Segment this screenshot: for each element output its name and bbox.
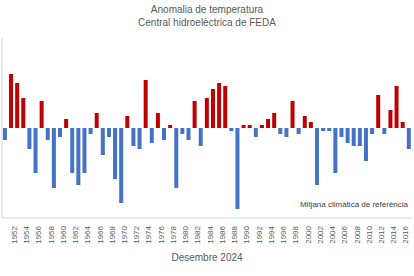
html-text:Desembre 2024: Desembre 2024 <box>171 252 243 263</box>
svg-text:1968: 1968 <box>108 225 117 243</box>
svg-text:1994: 1994 <box>267 225 276 243</box>
svg-text:1990: 1990 <box>242 225 251 243</box>
html-text:Central hidroelèctrica de FEDA: Central hidroelèctrica de FEDA <box>138 17 276 28</box>
svg-text:1976: 1976 <box>157 225 166 243</box>
svg-text:2014: 2014 <box>389 225 398 243</box>
svg-text:1984: 1984 <box>206 225 215 243</box>
svg-text:1960: 1960 <box>59 225 68 243</box>
svg-text:2012: 2012 <box>377 225 386 243</box>
svg-text:2010: 2010 <box>365 225 374 243</box>
svg-text:1988: 1988 <box>230 225 239 243</box>
svg-text:2000: 2000 <box>304 225 313 243</box>
svg-text:1986: 1986 <box>218 225 227 243</box>
svg-text:1996: 1996 <box>279 225 288 243</box>
svg-text:2002: 2002 <box>316 225 325 243</box>
svg-text:1956: 1956 <box>34 225 43 243</box>
svg-text:2006: 2006 <box>340 225 349 243</box>
svg-text:1972: 1972 <box>132 225 141 243</box>
svg-text:1964: 1964 <box>83 225 92 243</box>
svg-text:1966: 1966 <box>96 225 105 243</box>
svg-text:1962: 1962 <box>71 225 80 243</box>
svg-text:1958: 1958 <box>47 225 56 243</box>
svg-text:1982: 1982 <box>193 225 202 243</box>
svg-text:1952: 1952 <box>10 225 19 243</box>
svg-text:1974: 1974 <box>144 225 153 243</box>
svg-text:1980: 1980 <box>181 225 190 243</box>
svg-text:1998: 1998 <box>291 225 300 243</box>
html-text:Mitjana climàtica de referènci: Mitjana climàtica de referència <box>300 200 408 209</box>
svg-text:1970: 1970 <box>120 225 129 243</box>
html-text:Anomalia de temperatura: Anomalia de temperatura <box>150 4 264 15</box>
svg-text:1992: 1992 <box>255 225 264 243</box>
svg-text:1978: 1978 <box>169 225 178 243</box>
svg-text:2008: 2008 <box>353 225 362 243</box>
svg-text:2004: 2004 <box>328 225 337 243</box>
svg-text:2016: 2016 <box>402 225 406 243</box>
svg-text:1954: 1954 <box>22 225 31 243</box>
